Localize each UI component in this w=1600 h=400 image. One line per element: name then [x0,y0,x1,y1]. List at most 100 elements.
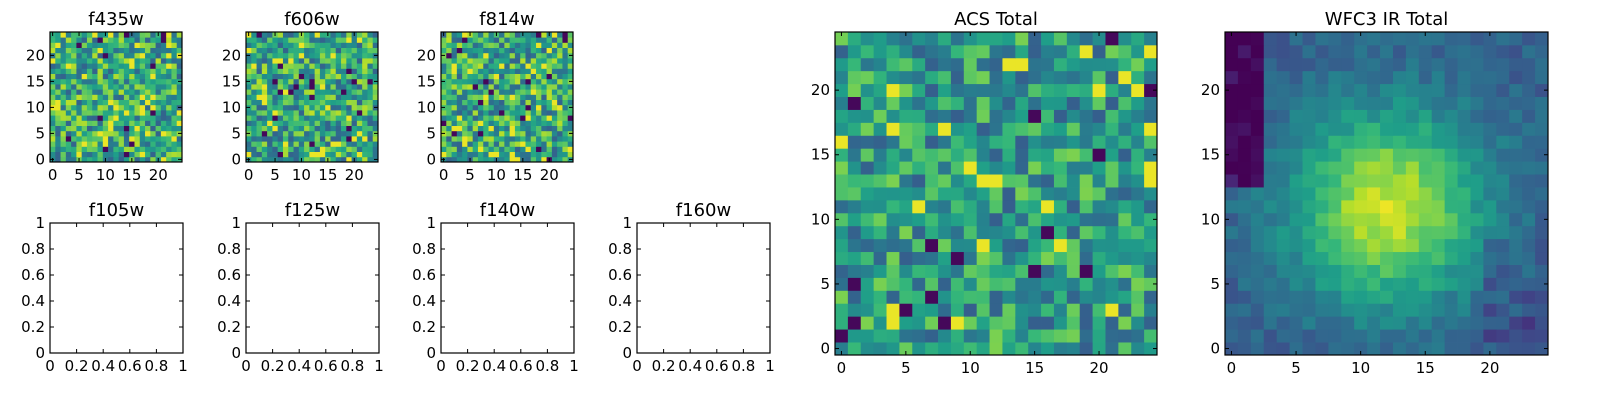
heatmap-cell [483,42,489,48]
heatmap-cell [356,73,363,80]
heatmap-cell [551,78,558,85]
heatmap-cell [1079,148,1093,162]
heatmap-cell [282,32,289,38]
heatmap-cell [261,94,268,100]
heatmap-cell [1289,199,1303,214]
heatmap-cell [1079,96,1093,110]
heatmap-cell [86,115,93,121]
heatmap-cell [171,84,178,90]
heatmap-cell [1002,316,1016,330]
x-tick-label: 10 [1351,359,1370,377]
heatmap-cell [1509,96,1523,110]
heatmap-cell [1041,251,1055,265]
heatmap-cell [499,63,505,69]
heatmap-cell [145,125,151,132]
heatmap-cell [267,104,273,111]
heatmap-cell [1418,148,1433,162]
heatmap-cell [102,42,109,48]
heatmap-cell [477,130,484,137]
axes-frame [245,31,379,163]
heatmap-cell [912,277,926,291]
heatmap-cell [346,78,352,85]
heatmap-cell [81,151,88,158]
heatmap-cell [293,89,300,95]
heatmap-cell [1444,148,1458,162]
heatmap-cell [1535,44,1549,59]
heatmap-cell [504,125,511,132]
heatmap-cell [1289,83,1303,97]
heatmap-cell [509,68,516,74]
heatmap-cell [499,141,505,147]
heatmap-cell [1015,135,1029,149]
heatmap-cell [319,89,326,95]
heatmap-cell [446,37,452,43]
heatmap-cell [1341,251,1355,265]
heatmap-cell [976,342,990,356]
heatmap-cell [1315,135,1329,149]
heatmap-cell [557,47,563,54]
heatmap-cell [847,148,862,162]
heatmap-cell [129,146,135,152]
heatmap-cell [567,47,574,54]
heatmap-cell [1041,122,1055,136]
heatmap-cell [261,47,268,54]
heatmap-cell [1066,57,1081,72]
heatmap-cell [1496,109,1510,123]
heatmap-cell [1431,316,1446,330]
heatmap-cell [567,146,574,152]
heatmap-cell [86,125,93,132]
heatmap-cell [441,146,447,152]
heatmap-cell [1392,174,1407,188]
heatmap-cell [367,125,374,132]
heatmap-cell [1289,303,1303,317]
heatmap-cell [477,58,484,64]
heatmap-cell [1496,277,1510,291]
heatmap-cell [1250,251,1265,265]
heatmap-cell [441,58,447,64]
heatmap-cell [81,99,88,106]
heatmap-cell [298,73,305,80]
heatmap-cell [356,94,363,100]
heatmap-cell [456,84,463,90]
heatmap-cell [166,156,172,163]
heatmap-cell [976,251,990,265]
heatmap-cell [367,120,374,126]
heatmap-cell [108,104,114,111]
heatmap-cell [520,104,526,111]
heatmap-cell [325,141,331,147]
heatmap-cell [1341,329,1355,343]
heatmap-cell [546,68,553,74]
heatmap-cell [108,141,114,147]
heatmap-cell [50,146,56,152]
heatmap-cell [134,37,141,43]
heatmap-cell [298,47,305,54]
heatmap-cell [847,290,862,304]
heatmap-cell [367,84,374,90]
heatmap-cell [530,68,537,74]
heatmap-cell [92,63,98,69]
heatmap-cell [129,115,135,121]
heatmap-cell [441,42,447,48]
heatmap-cell [293,37,300,43]
heatmap-cell [1079,109,1093,123]
heatmap-cell [1079,70,1093,85]
heatmap-cell [541,110,547,116]
heatmap-cell [256,78,263,85]
heatmap-cell [92,130,98,137]
heatmap-cell [1431,44,1446,59]
heatmap-cell [1457,212,1471,227]
heatmap-cell [938,148,952,162]
heatmap-cell [1015,251,1029,265]
heatmap-cell [92,58,98,64]
heatmap-cell [925,187,939,201]
heatmap-cell [477,99,484,106]
heatmap-cell [1496,342,1510,356]
heatmap-cell [1457,70,1471,85]
heatmap-cell [272,37,279,43]
heatmap-cell [472,58,479,64]
heatmap-cell [346,52,352,59]
heatmap-cell [330,125,337,132]
heatmap-cell [1496,238,1510,253]
heatmap-cell [1002,70,1016,85]
